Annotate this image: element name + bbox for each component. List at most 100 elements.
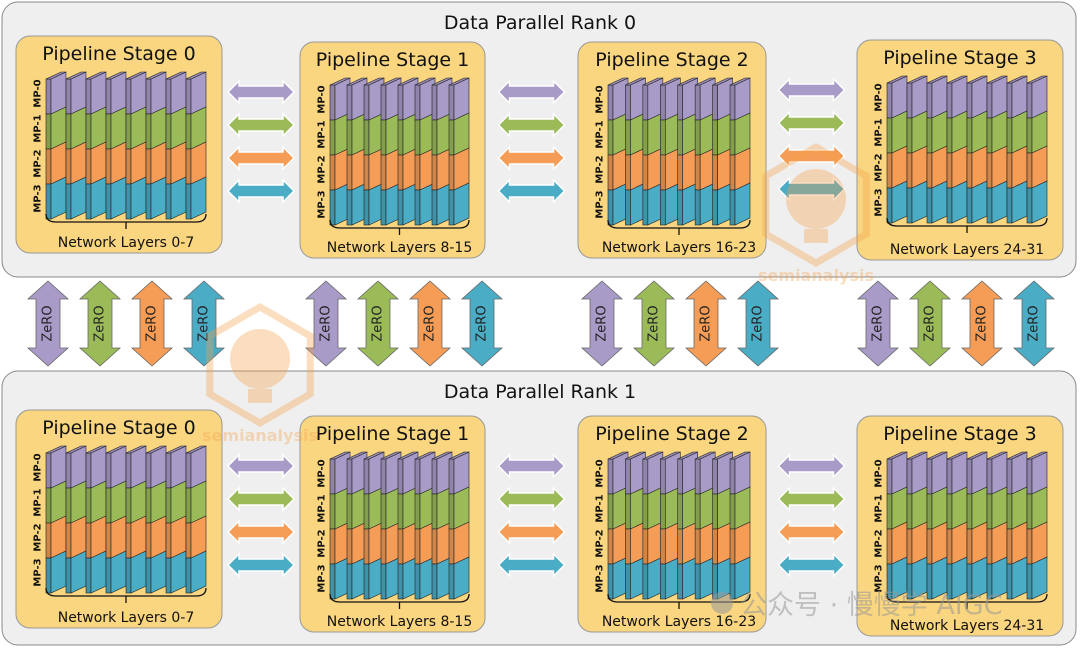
mp-label: MP-1 (874, 494, 885, 522)
network-layer-slab (125, 445, 147, 594)
slab-side-mp-0 (90, 71, 107, 115)
slab-front-mp-1 (1006, 493, 1013, 530)
slab-front-mp-3 (729, 563, 736, 600)
slab-top (607, 451, 629, 460)
slab-side-mp-1 (190, 480, 207, 524)
slab-front-mp-2 (397, 154, 404, 191)
slab-top (65, 445, 87, 454)
zero-label: ZeRO (751, 305, 766, 341)
slab-front-mp-1 (65, 113, 72, 150)
slab-front-mp-1 (105, 113, 112, 150)
slab-front-mp-1 (45, 113, 52, 150)
slab-front-mp-0 (397, 84, 404, 121)
network-layer-slab (414, 77, 436, 226)
slab-side-mp-2 (931, 521, 948, 565)
slab-front-mp-1 (926, 117, 933, 154)
slab-front-mp-1 (165, 487, 172, 524)
slab-side-mp-3 (734, 556, 751, 600)
slab-front-mp-2 (363, 154, 370, 191)
slab-side-mp-1 (891, 486, 908, 530)
slab-top (397, 77, 419, 86)
layer-brace (607, 219, 751, 235)
network-layer-slab (729, 77, 751, 226)
pipeline-arrow-mp-1 (777, 110, 846, 136)
network-layer-slab (85, 71, 107, 220)
slab-front-mp-1 (946, 493, 953, 530)
slab-front-mp-1 (414, 119, 421, 156)
slab-side-mp-0 (190, 71, 207, 115)
zero-label: ZeRO (371, 305, 386, 341)
slab-front-mp-1 (886, 493, 893, 530)
slab-front-mp-2 (677, 154, 684, 191)
slab-front-mp-0 (329, 84, 336, 121)
slab-front-mp-2 (145, 522, 152, 559)
slab-front-mp-2 (1006, 528, 1013, 565)
network-layer-slab (448, 451, 470, 600)
slab-front-mp-1 (45, 487, 52, 524)
slab-front-mp-3 (165, 183, 172, 220)
zero-arrow-mp-2 (684, 280, 728, 367)
slab-front-mp-2 (125, 148, 132, 185)
zero-arrow-mp-1 (78, 280, 122, 367)
slab-top (329, 77, 351, 86)
slab-front-mp-0 (346, 84, 353, 121)
zero-label: ZeRO (145, 305, 160, 341)
slab-front-mp-0 (65, 78, 72, 115)
slab-side-mp-1 (971, 486, 988, 530)
slab-front-mp-0 (986, 458, 993, 495)
slab-side-mp-2 (110, 515, 127, 559)
pipeline-arrow-mp-3 (777, 552, 846, 578)
slab-front-mp-1 (607, 119, 614, 156)
slab-front-mp-0 (363, 458, 370, 495)
slab-side-mp-3 (90, 550, 107, 594)
wechat-watermark: 公众号 · 慢慢学 AIGC (711, 590, 1003, 621)
slab-top (185, 445, 207, 454)
slab-front-mp-0 (946, 82, 953, 119)
network-layer-slab (185, 445, 207, 594)
slab-front-mp-3 (607, 563, 614, 600)
slab-front-mp-2 (712, 154, 718, 191)
wechat-icon (711, 592, 733, 614)
mp-label: MP-2 (874, 153, 885, 181)
network-layer-slab (886, 75, 908, 224)
slab-top (65, 71, 87, 80)
network-layer-slab (906, 75, 928, 224)
mp-label: MP-0 (317, 85, 328, 113)
slab-front-mp-0 (729, 84, 736, 121)
slab-front-mp-2 (712, 528, 718, 565)
slab-front-mp-3 (45, 557, 52, 594)
slab-front-mp-3 (185, 557, 192, 594)
stage-title: Pipeline Stage 3 (883, 47, 1036, 69)
slab-side-mp-1 (130, 480, 147, 524)
slab-front-mp-1 (397, 493, 404, 530)
slab-front-mp-3 (145, 557, 152, 594)
slab-top (642, 451, 663, 460)
slab-top (625, 77, 646, 86)
slab-front-mp-0 (346, 458, 353, 495)
slab-front-mp-2 (986, 152, 993, 189)
slab-front-mp-0 (659, 458, 666, 495)
slab-side-mp-3 (1031, 556, 1048, 600)
network-layer-slab (694, 451, 716, 600)
network-layer-slab (677, 77, 699, 226)
slab-front-mp-1 (85, 487, 92, 524)
slab-front-mp-0 (607, 84, 614, 121)
slab-front-mp-2 (448, 154, 455, 191)
zero-label: ZeRO (595, 305, 610, 341)
rank-box (1, 370, 1077, 646)
network-layer-slab (380, 451, 402, 600)
slab-top (85, 445, 107, 454)
slab-front-mp-2 (85, 148, 92, 185)
network-layer-slab (625, 77, 646, 226)
rank-title: Data Parallel Rank 0 (444, 12, 636, 34)
slab-front-mp-0 (694, 84, 701, 121)
slab-front-mp-3 (625, 189, 631, 226)
zero-arrow-mp-0 (304, 280, 348, 367)
slab-top (660, 77, 681, 86)
slab-front-mp-1 (986, 117, 993, 154)
pipeline-arrow-mp-2 (777, 143, 846, 169)
pipeline-stage-3: Pipeline Stage 3 MP-0 MP-1 MP-2 MP-3 Network … (856, 39, 1064, 261)
zero-label: ZeRO (1027, 305, 1042, 341)
layer-brace (45, 587, 207, 603)
